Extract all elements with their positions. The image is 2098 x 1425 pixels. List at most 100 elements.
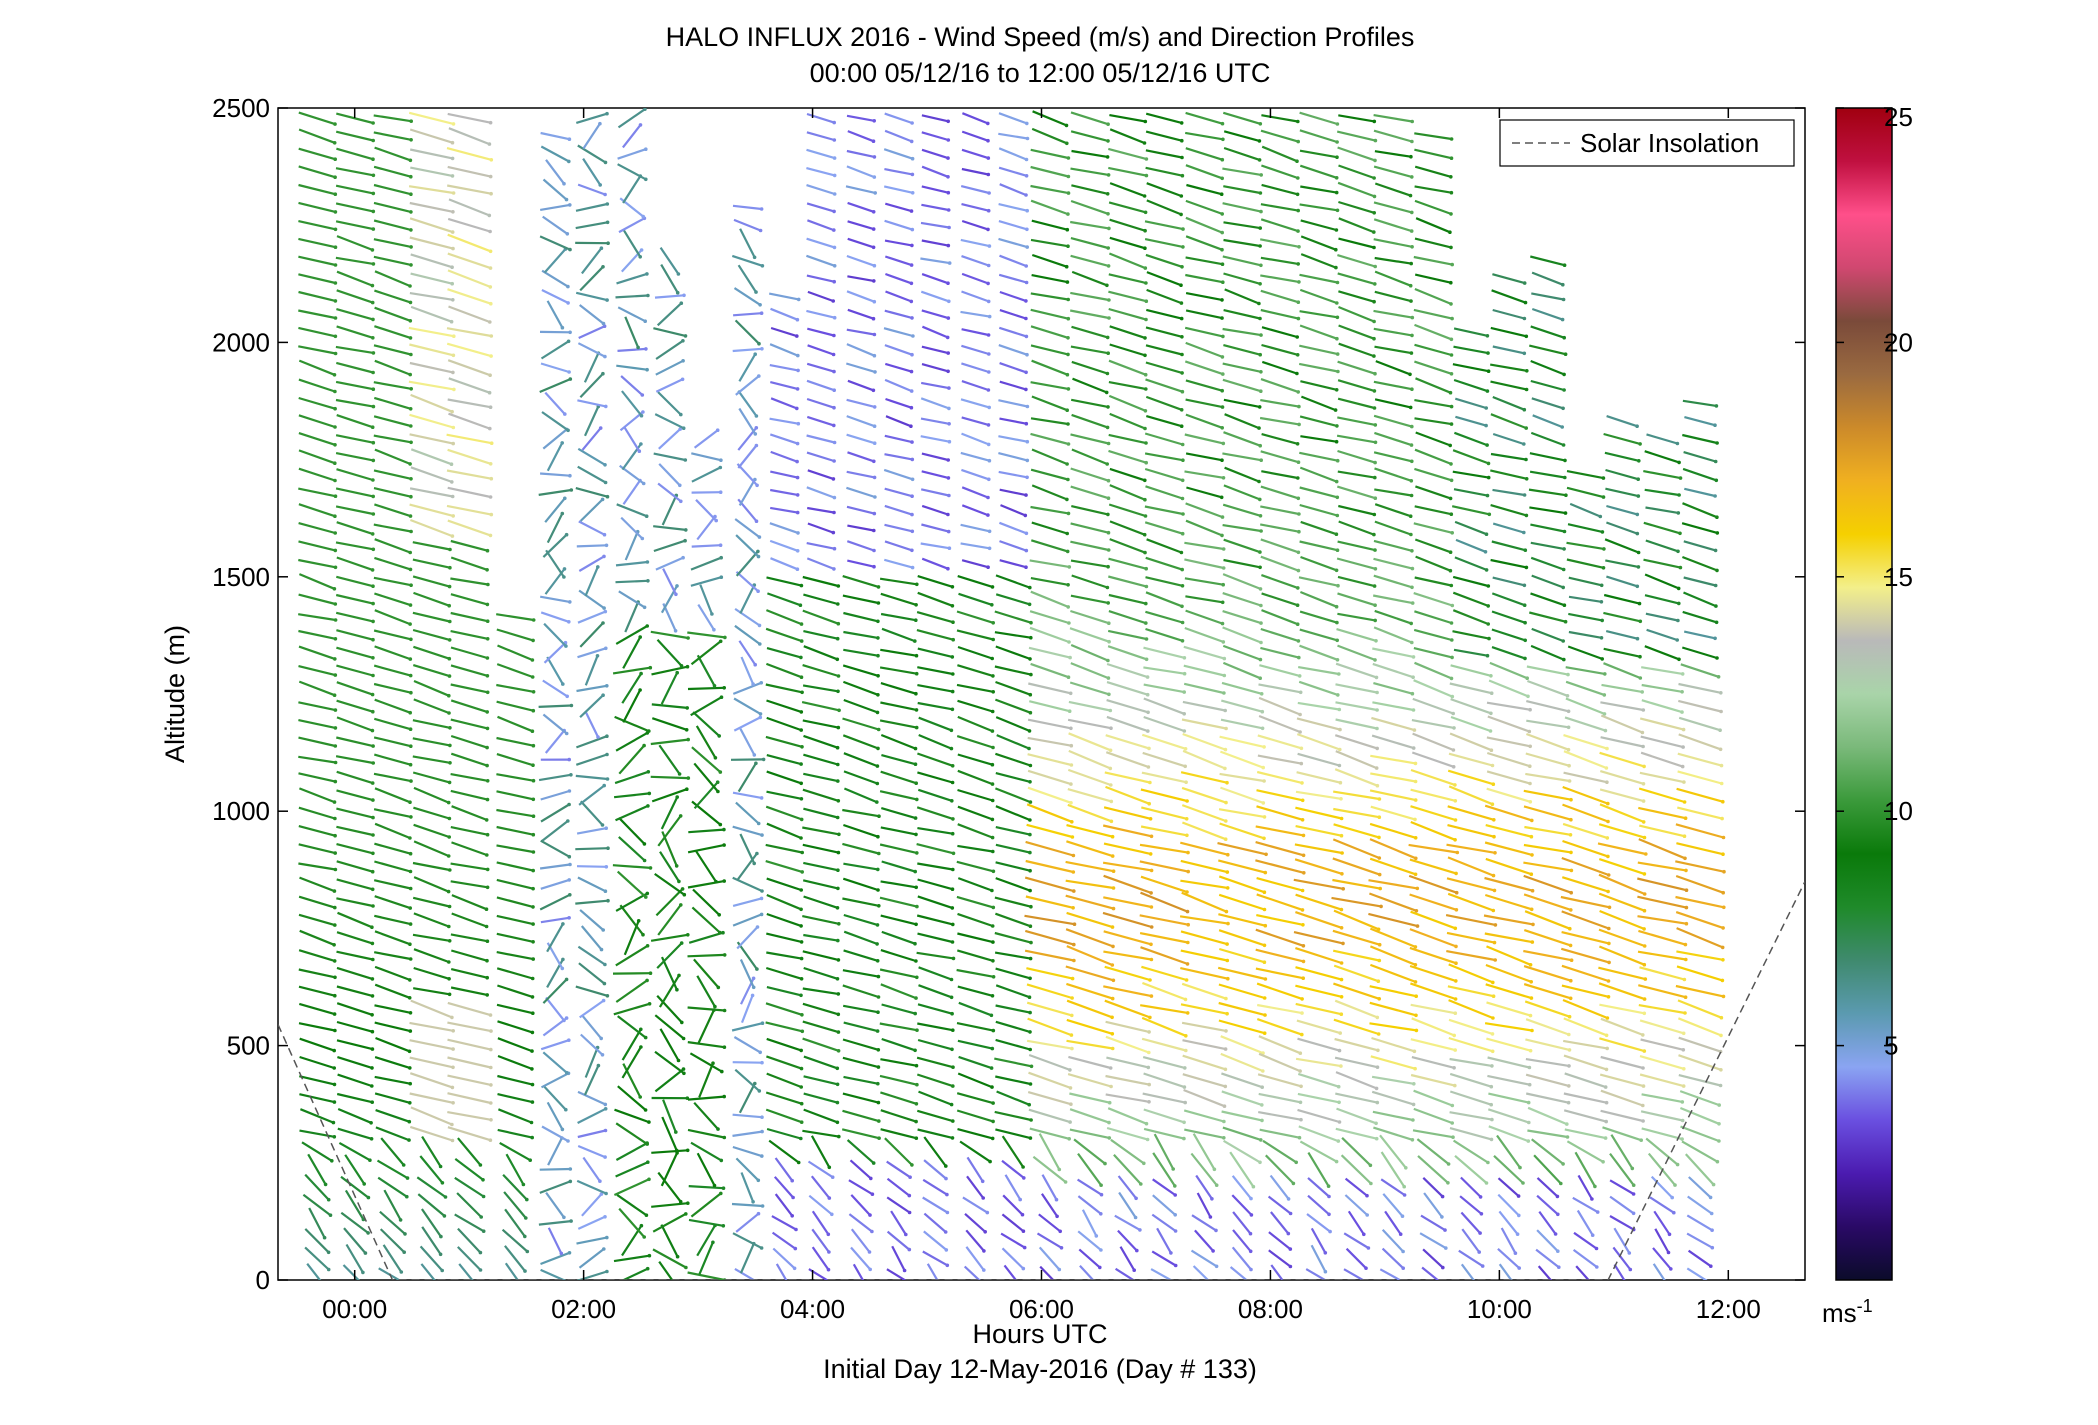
wind-arrow — [1070, 662, 1109, 680]
wind-arrow-head — [758, 712, 763, 716]
wind-arrow — [920, 290, 950, 303]
wind-arrow — [956, 1022, 994, 1032]
wind-arrow — [540, 203, 570, 211]
wind-arrow-head — [1259, 621, 1263, 625]
wind-arrow — [734, 518, 761, 538]
wind-arrow — [1564, 716, 1606, 732]
wind-arrow — [1368, 912, 1418, 928]
wind-arrow-head — [1373, 548, 1377, 552]
wind-arrow — [1563, 1109, 1607, 1123]
wind-arrow — [843, 698, 878, 714]
wind-arrow-head — [1185, 909, 1190, 914]
wind-arrow-head — [875, 781, 880, 786]
wind-arrow — [1222, 255, 1262, 267]
wind-arrow — [579, 999, 605, 1019]
wind-arrow-head — [750, 993, 755, 998]
wind-arrow-head — [1299, 746, 1304, 751]
wind-arrow — [1492, 432, 1525, 446]
wind-arrow — [1335, 1127, 1377, 1140]
wind-arrow — [337, 1056, 373, 1069]
wind-arrow — [1192, 1133, 1216, 1170]
wind-arrow — [298, 593, 336, 606]
wind-arrow-head — [564, 644, 568, 648]
wind-arrow — [1538, 1210, 1557, 1235]
wind-arrow — [446, 184, 492, 195]
wind-arrow-head — [1260, 726, 1265, 731]
wind-arrow — [336, 843, 374, 855]
wind-arrow-head — [1028, 1136, 1033, 1140]
wind-arrow — [374, 1092, 411, 1104]
wind-arrow-head — [1605, 780, 1609, 784]
wind-arrow-head — [1715, 568, 1719, 573]
wind-arrow-head — [1025, 121, 1029, 126]
wind-arrow — [1299, 164, 1338, 179]
wind-arrow — [1190, 1249, 1218, 1268]
wind-arrow-head — [1066, 316, 1071, 321]
wind-arrow — [1108, 557, 1147, 570]
wind-arrow — [577, 945, 606, 966]
wind-arrow-head — [1258, 514, 1263, 518]
wind-arrow — [1563, 771, 1608, 784]
wind-arrow — [693, 958, 720, 989]
wind-arrow — [298, 540, 336, 552]
wind-arrow — [957, 1039, 993, 1050]
wind-arrow — [1609, 1215, 1635, 1231]
wind-arrow-head — [371, 478, 375, 482]
wind-arrow — [1261, 326, 1298, 339]
wind-arrow — [739, 833, 756, 864]
wind-arrow-head — [1641, 820, 1646, 824]
wind-arrow — [1566, 541, 1605, 550]
wind-arrow — [1000, 1232, 1026, 1249]
wind-arrow-head — [1335, 301, 1339, 305]
wind-arrow-head — [1377, 815, 1382, 819]
wind-arrow-head — [870, 1229, 874, 1234]
wind-arrow-head — [873, 370, 877, 374]
wind-arrow-head — [1410, 459, 1414, 464]
wind-arrow — [1259, 1128, 1300, 1139]
wind-arrow-head — [638, 1095, 642, 1099]
wind-arrow — [994, 951, 1031, 960]
wind-arrow — [575, 899, 609, 905]
wind-arrow-head — [1226, 976, 1230, 981]
wind-arrow — [1114, 1214, 1141, 1231]
wind-arrow-head — [987, 244, 992, 248]
wind-arrow-head — [987, 477, 991, 482]
wind-arrow-head — [686, 737, 690, 742]
wind-arrow-head — [877, 904, 881, 908]
wind-arrow-head — [1404, 1166, 1408, 1170]
wind-arrow-head — [1410, 549, 1414, 553]
wind-arrow-head — [1109, 799, 1114, 804]
wind-arrow-head — [485, 993, 490, 997]
wind-arrow-head — [1063, 1180, 1068, 1184]
wind-arrow — [420, 1263, 436, 1280]
wind-arrow — [1343, 1268, 1366, 1280]
wind-arrow-head — [598, 426, 603, 430]
wind-arrow-head — [913, 746, 918, 751]
wind-arrow — [447, 269, 491, 288]
wind-arrow — [848, 1213, 873, 1233]
wind-arrow — [842, 734, 879, 750]
wind-arrow-head — [638, 254, 642, 259]
wind-arrow-head — [1631, 1211, 1636, 1216]
wind-arrow-head — [832, 173, 837, 178]
wind-arrow-head — [1104, 390, 1109, 395]
wind-arrow — [1484, 876, 1533, 892]
wind-arrow — [697, 604, 715, 631]
wind-arrow-head — [836, 799, 841, 803]
wind-arrow-head — [1144, 387, 1148, 391]
wind-arrow — [802, 719, 839, 729]
wind-arrow-head — [531, 940, 535, 944]
wind-arrow — [1261, 592, 1298, 607]
wind-arrow — [1030, 539, 1069, 553]
wind-arrow-head — [1641, 1103, 1645, 1108]
wind-arrow — [999, 309, 1027, 320]
wind-arrow — [1490, 326, 1527, 338]
wind-arrow-head — [1642, 1049, 1647, 1053]
wind-arrow-head — [326, 1197, 331, 1202]
wind-arrow-head — [1641, 799, 1646, 803]
wind-arrow-head — [1068, 1086, 1073, 1090]
wind-arrow-head — [673, 629, 678, 633]
wind-arrow — [540, 1039, 570, 1051]
wind-arrow — [1300, 520, 1337, 536]
wind-arrow — [806, 557, 835, 570]
